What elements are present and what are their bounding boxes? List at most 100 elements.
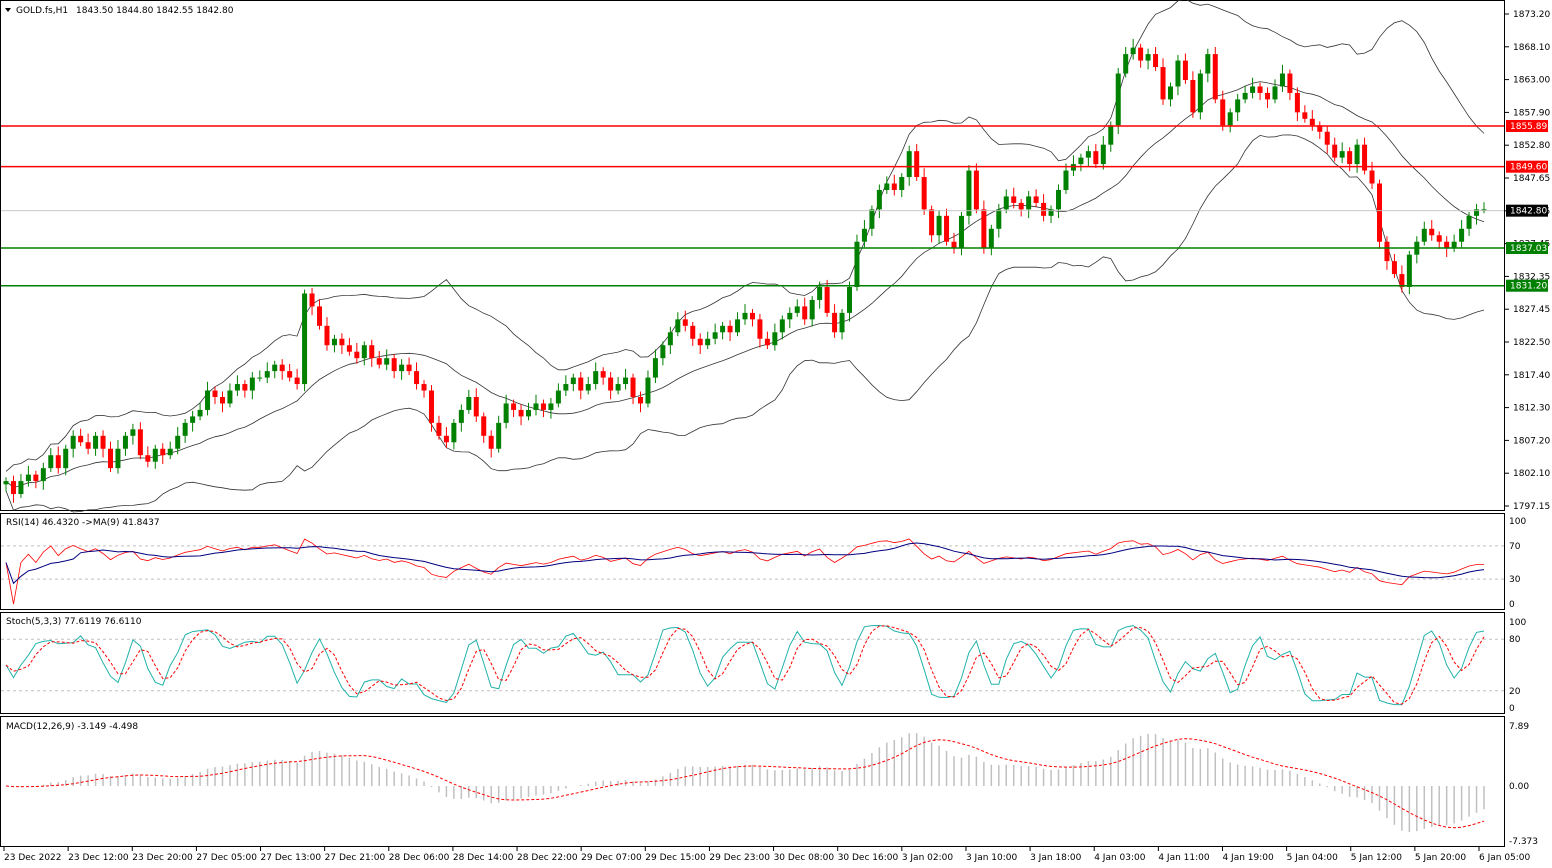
rsi-ma-line [5,542,1485,585]
candle-body [585,384,591,391]
candle-body [705,338,711,346]
candle-body [48,455,54,469]
candle-body [1115,73,1121,126]
candle-body [481,416,487,436]
price-tick-label: 1807.20 [1513,436,1550,446]
candle-body [682,319,688,326]
candle-body [122,435,128,449]
candle-body [623,377,629,385]
candle-body [1063,170,1069,190]
candle-body [1175,60,1181,87]
stoch-tick-label: 80 [1509,635,1521,645]
price-tick-label: 1797.15 [1513,502,1550,512]
candle-body [100,435,106,449]
candle-body [175,435,181,449]
horizontal-levels: 1855.89 1849.60 1837.03 1831.20 1842.80 [1,119,1548,292]
level-label: 1837.03 [1510,244,1547,254]
candle-body [1391,261,1397,275]
candle-body [130,429,136,436]
level-label: 1855.89 [1510,122,1547,132]
candle-body [1287,73,1293,93]
time-tick-label: 27 Dec 21:00 [325,853,386,863]
candle-body [735,319,741,333]
level-tag [1506,279,1548,292]
time-tick-label: 28 Dec 22:00 [517,853,578,863]
candle-body [219,396,225,404]
candle-body [1197,73,1203,113]
candle-body [540,403,546,410]
rsi-title: RSI(14) 46.4320 ->MA(9) 41.8437 [6,518,160,528]
candle-body [376,358,382,365]
candle-body [757,319,763,339]
candle-body [1309,118,1315,126]
candle-body [249,377,255,391]
candle-body [1145,54,1151,61]
candle-body [488,435,494,449]
candle-body [1399,274,1405,288]
candle-body [876,189,882,210]
candle-body [309,293,315,307]
candle-body [1011,196,1017,203]
candle-body [1003,196,1009,210]
time-tick-label: 30 Dec 16:00 [838,853,899,863]
candle-body [1100,144,1106,165]
candle-body [399,364,405,372]
price-tick-label: 1832.35 [1513,272,1550,282]
candle-body [1078,157,1084,165]
candle-body [272,364,278,372]
time-tick-label: 29 Dec 23:00 [709,853,770,863]
candle-body [1265,92,1271,100]
stoch-title: Stoch(5,3,3) 77.6119 76.6110 [6,617,142,627]
candle-body [1138,47,1144,61]
price-tick-label: 1873.20 [1513,10,1550,20]
candle-body [1205,54,1211,74]
candle-body [212,390,218,397]
candle-body [899,177,905,190]
candle-body [772,332,778,346]
candle-body [914,151,920,178]
candle-body [93,435,99,449]
candle-body [720,325,726,333]
time-tick-label: 5 Jan 20:00 [1415,853,1467,863]
stoch-tick-label: 100 [1509,618,1526,628]
candle-body [1108,125,1114,145]
candle-body [570,377,576,385]
candle-body [764,338,770,346]
stoch-signal-line [5,625,1485,705]
candle-body [988,228,994,249]
candle-body [1227,112,1233,126]
candle-body [839,312,845,333]
candle-body [436,422,442,436]
macd-tick-label: 7.89 [1509,722,1529,732]
price-tick-label: 1802.10 [1513,469,1550,479]
price-tick-label: 1857.90 [1513,108,1550,118]
rsi-tick-label: 100 [1509,517,1526,527]
candle-body [578,377,584,391]
time-tick-label: 4 Jan 19:00 [1222,853,1274,863]
dropdown-triangle-icon[interactable] [5,8,11,12]
candle-body [973,170,979,210]
candle-body [1362,144,1368,171]
bollinger-bands [5,0,1485,513]
candle-body [152,448,158,462]
candle-body [115,448,121,469]
candle-body [712,332,718,339]
candle-body [197,409,203,417]
candle-body [817,287,823,300]
candle-body [779,319,785,333]
candle-body [451,422,457,443]
candle-body [906,151,912,178]
candle-body [690,325,696,339]
candle-body [503,403,509,423]
time-tick-label: 3 Jan 02:00 [902,853,954,863]
candle-body [1130,47,1136,55]
candle-body [287,371,293,378]
candle-body [182,422,188,436]
level-tag [1506,119,1548,132]
candle-body [1339,151,1345,158]
stochastic-indicator: 100 80 20 0 [1,618,1526,714]
candle-body [227,390,233,404]
candles [3,38,1487,503]
candle-body [1220,99,1226,126]
